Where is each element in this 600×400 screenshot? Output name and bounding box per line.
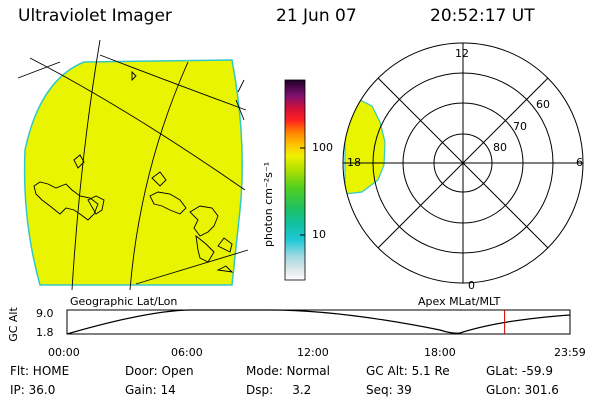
colorbar-tick-100: 100 (312, 141, 333, 154)
alt-xtick-0000: 00:00 (48, 346, 80, 359)
alt-xtick-1200: 12:00 (297, 346, 329, 359)
alt-xtick-0600: 06:00 (171, 346, 203, 359)
geographic-map (17, 39, 249, 291)
status-glon: GLon: 301.6 (486, 383, 559, 397)
geographic-caption: Geographic Lat/Lon (70, 295, 178, 308)
status-gain: Gain: 14 (125, 383, 176, 397)
instrument-title: Ultraviolet Imager (18, 6, 172, 26)
colorbar-tick-10: 10 (312, 228, 326, 241)
colorbar-unit-label: photon cm⁻²s⁻¹ (262, 161, 275, 247)
altitude-plot (66, 309, 571, 335)
lat-label-60: 60 (536, 98, 550, 111)
status-dsp: Dsp: 3.2 (246, 383, 312, 397)
alt-ylabel: GC Alt (6, 307, 20, 342)
status-seq: Seq: 39 (366, 383, 412, 397)
mlt-label-12: 12 (455, 47, 469, 60)
lat-label-70: 70 (513, 120, 527, 133)
colorbar (284, 79, 306, 281)
polar-plot (342, 42, 584, 284)
date-label: 21 Jun 07 (276, 6, 357, 26)
mlt-label-18: 18 (347, 156, 361, 169)
mlt-label-0: 0 (468, 279, 475, 292)
status-flight: Flt: HOME (10, 364, 70, 378)
status-mode: Mode: Normal (246, 364, 330, 378)
alt-ytick-bottom: 1.8 (36, 326, 54, 339)
alt-xtick-2359: 23:59 (554, 346, 586, 359)
status-door: Door: Open (125, 364, 194, 378)
apex-caption: Apex MLat/MLT (418, 295, 501, 308)
status-gc-alt: GC Alt: 5.1 Re (366, 364, 450, 378)
alt-ytick-top: 9.0 (36, 307, 54, 320)
status-ip: IP: 36.0 (10, 383, 56, 397)
lat-label-80: 80 (493, 141, 507, 154)
alt-xtick-1800: 18:00 (424, 346, 456, 359)
status-glat: GLat: -59.9 (486, 364, 553, 378)
mlt-label-6: 6 (576, 156, 583, 169)
time-label: 20:52:17 UT (430, 6, 535, 26)
